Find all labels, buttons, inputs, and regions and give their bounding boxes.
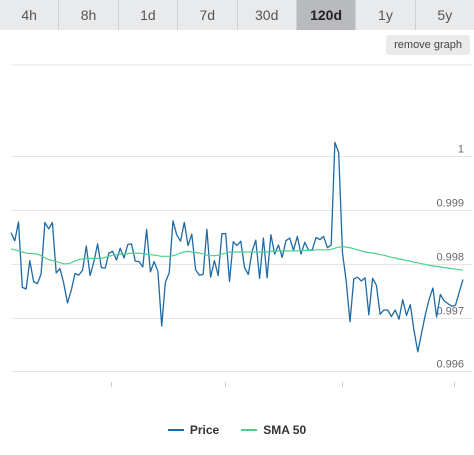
tab-8h[interactable]: 8h — [59, 0, 119, 30]
legend-item-sma[interactable]: SMA 50 — [241, 423, 306, 437]
y-tick-label: 0.997 — [436, 306, 464, 318]
tab-7d[interactable]: 7d — [178, 0, 238, 30]
legend-swatch-price — [167, 429, 184, 431]
tab-4h[interactable]: 4h — [0, 0, 60, 30]
chart-legend: Price SMA 50 — [0, 420, 474, 440]
y-tick-label: 0.996 — [436, 359, 464, 371]
sma50-series-line — [10, 246, 464, 271]
tab-1y[interactable]: 1y — [356, 0, 416, 30]
tab-120d[interactable]: 120d — [296, 0, 357, 30]
tab-5y[interactable]: 5y — [415, 0, 474, 30]
timeframe-tabs: 4h 8h 1d 7d 30d 120d 1y 5y — [0, 0, 474, 30]
legend-label-price: Price — [189, 423, 220, 437]
y-tick-label: 0.999 — [436, 198, 464, 210]
y-tick-label: 1 — [458, 144, 464, 156]
price-series-line — [10, 141, 464, 353]
remove-graph-button[interactable]: remove graph — [386, 35, 470, 55]
y-tick-label: 0.998 — [436, 252, 464, 264]
legend-label-sma: SMA 50 — [263, 423, 307, 437]
tab-1d[interactable]: 1d — [118, 0, 179, 30]
legend-swatch-sma — [241, 429, 258, 431]
tab-30d[interactable]: 30d — [237, 0, 297, 30]
legend-item-price[interactable]: Price — [167, 423, 220, 437]
